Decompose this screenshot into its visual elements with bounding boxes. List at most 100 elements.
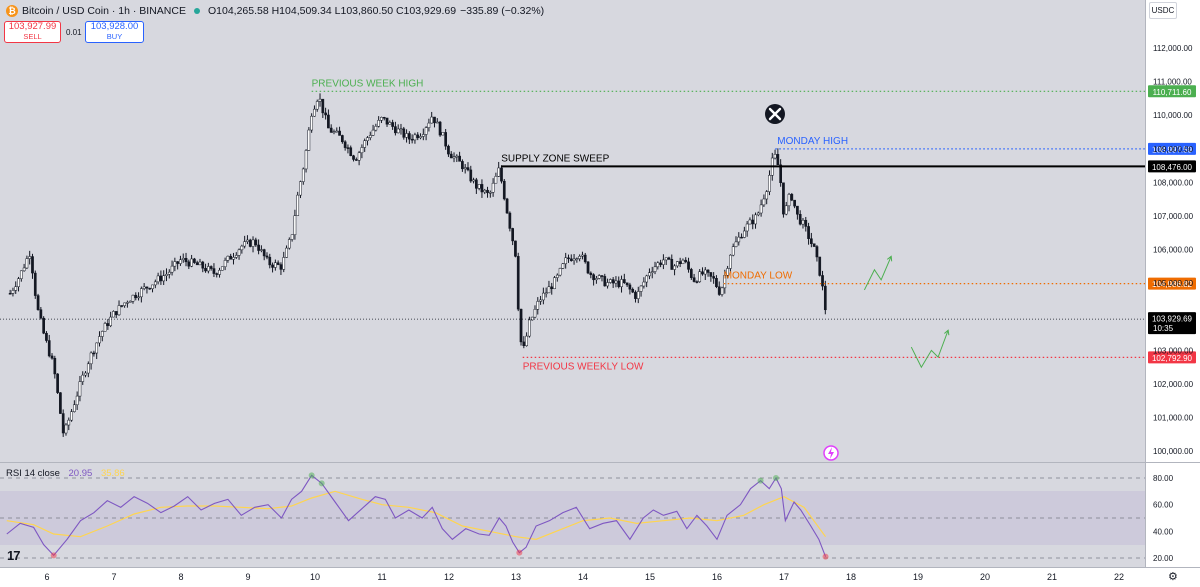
candle-278 xyxy=(784,201,788,216)
candle-147 xyxy=(419,133,422,140)
candle-107 xyxy=(307,127,311,151)
candle-78 xyxy=(226,255,230,263)
symbol-title[interactable]: Bitcoin / USD Coin · 1h · BINANCE xyxy=(22,5,186,17)
candle-181 xyxy=(514,240,517,258)
candle-242 xyxy=(684,257,688,264)
candle-189 xyxy=(536,297,540,315)
candle-175 xyxy=(497,161,501,177)
ohlc-values: O104,265.58 H104,509.34 L103,860.50 C103… xyxy=(207,5,457,17)
candle-125 xyxy=(357,150,361,166)
candle-53 xyxy=(156,272,160,285)
candle-173 xyxy=(491,178,495,197)
candle-159 xyxy=(452,152,456,163)
rsi-oversold-43 xyxy=(516,549,523,556)
candle-265 xyxy=(748,217,752,225)
candle-137 xyxy=(391,119,394,130)
candle-251 xyxy=(709,272,713,282)
svg-text:104,986.82: 104,986.82 xyxy=(1152,280,1193,289)
sell-label: SELL xyxy=(23,32,42,41)
candle-290 xyxy=(818,256,822,277)
candle-98 xyxy=(282,251,286,273)
candle-232 xyxy=(656,261,660,270)
candle-23 xyxy=(73,400,76,413)
candle-193 xyxy=(547,280,551,294)
settings-gear-icon[interactable]: ⚙ xyxy=(1168,571,1178,583)
candle-256 xyxy=(723,269,727,294)
candle-286 xyxy=(807,222,810,245)
candle-130 xyxy=(371,124,375,137)
candle-220 xyxy=(622,273,626,284)
currency-button[interactable]: USDC xyxy=(1149,2,1177,19)
candle-206 xyxy=(583,252,587,264)
sell-button[interactable]: 103,927.99 SELL xyxy=(4,21,61,43)
candle-40 xyxy=(120,305,124,308)
candle-284 xyxy=(801,217,805,229)
last-price-value: 103,929.69 xyxy=(1152,315,1193,324)
candle-108 xyxy=(310,113,313,133)
candle-263 xyxy=(743,226,746,239)
candle-109 xyxy=(313,105,316,117)
candle-177 xyxy=(502,178,506,201)
y-tick-3: 109,000.00 xyxy=(1153,145,1194,154)
countdown: 10:35 xyxy=(1153,324,1174,333)
candle-50 xyxy=(148,287,152,290)
candle-129 xyxy=(368,131,372,141)
candle-279 xyxy=(787,192,791,212)
lightning-icon[interactable] xyxy=(823,445,839,461)
candle-74 xyxy=(215,272,219,278)
candle-246 xyxy=(695,280,699,284)
candle-191 xyxy=(542,287,545,305)
candle-272 xyxy=(768,170,771,196)
candle-42 xyxy=(126,300,129,308)
candle-84 xyxy=(243,235,247,249)
candle-156 xyxy=(444,128,447,150)
candle-26 xyxy=(81,371,85,385)
candle-247 xyxy=(698,269,702,283)
spread-value: 0.01 xyxy=(66,28,82,37)
candle-152 xyxy=(433,116,436,128)
bitcoin-icon: ₿ xyxy=(6,5,18,17)
tradingview-logo[interactable]: 17 xyxy=(7,548,21,563)
candle-210 xyxy=(595,275,598,284)
close-marker-icon[interactable] xyxy=(765,104,785,124)
x-tick-4: 10 xyxy=(310,572,320,582)
projection-arrow-1[interactable] xyxy=(910,329,950,369)
buy-button[interactable]: 103,928.00 BUY xyxy=(85,21,144,43)
candle-205 xyxy=(581,251,584,260)
candle-95 xyxy=(274,259,277,271)
candle-49 xyxy=(145,286,149,294)
x-tick-0: 6 xyxy=(44,572,49,582)
candle-4 xyxy=(19,270,23,282)
candle-58 xyxy=(170,260,174,276)
candle-292 xyxy=(823,280,827,315)
candle-121 xyxy=(346,144,350,154)
y-tick-5: 107,000.00 xyxy=(1153,212,1194,221)
projection-arrow-0[interactable] xyxy=(863,255,893,291)
candle-68 xyxy=(198,258,202,266)
candle-215 xyxy=(609,278,612,284)
candle-33 xyxy=(100,330,104,342)
candle-186 xyxy=(528,316,531,338)
rsi-legend[interactable]: RSI 14 close 20.95 35.86 xyxy=(6,468,125,479)
candle-185 xyxy=(525,332,528,347)
candle-82 xyxy=(237,248,241,260)
candle-9 xyxy=(33,270,37,299)
y-tick-7: 105,000.00 xyxy=(1153,279,1194,288)
candle-1 xyxy=(11,287,15,297)
candle-131 xyxy=(374,123,378,132)
candle-103 xyxy=(296,191,300,216)
y-tick-4: 108,000.00 xyxy=(1153,178,1194,187)
candle-195 xyxy=(553,276,556,290)
candle-132 xyxy=(377,116,380,128)
candle-83 xyxy=(240,244,244,254)
candle-151 xyxy=(430,111,434,124)
candle-194 xyxy=(550,282,554,295)
candle-230 xyxy=(650,266,654,279)
candle-61 xyxy=(179,255,182,266)
candle-14 xyxy=(47,334,51,358)
candle-236 xyxy=(667,256,671,261)
candle-146 xyxy=(416,132,420,141)
candle-224 xyxy=(634,290,637,303)
candle-201 xyxy=(569,254,573,262)
